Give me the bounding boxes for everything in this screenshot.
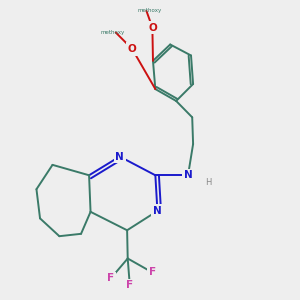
Text: O: O [148, 22, 157, 32]
Text: methoxy: methoxy [137, 8, 161, 14]
Text: methoxy: methoxy [101, 30, 125, 35]
Text: N: N [153, 206, 162, 216]
Text: F: F [126, 280, 134, 290]
Text: N: N [184, 170, 192, 180]
Text: O: O [128, 44, 136, 54]
Text: H: H [205, 178, 211, 187]
Text: F: F [149, 268, 156, 278]
Text: F: F [107, 273, 114, 284]
Text: N: N [115, 152, 124, 161]
